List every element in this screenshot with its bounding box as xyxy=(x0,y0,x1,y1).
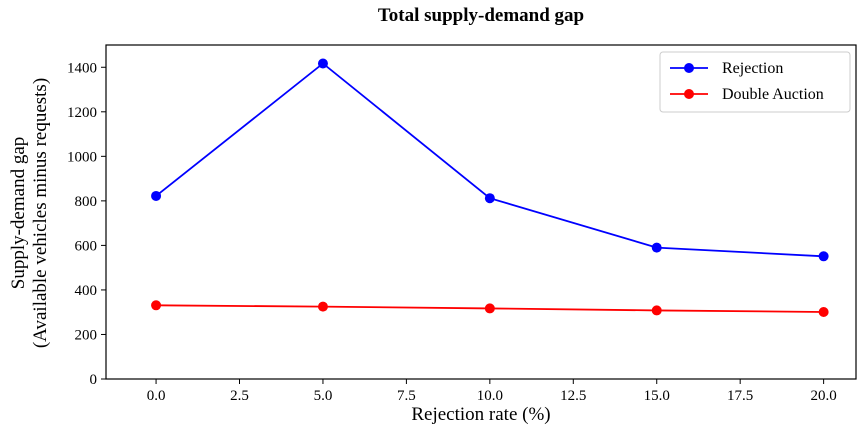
x-tick-label: 2.5 xyxy=(230,388,249,404)
x-tick-label: 15.0 xyxy=(644,388,670,404)
data-point xyxy=(818,306,829,317)
y-tick-label: 1200 xyxy=(67,105,97,121)
y-tick-label: 0 xyxy=(90,372,98,388)
data-point xyxy=(317,301,328,312)
y-tick-label: 1400 xyxy=(67,60,97,76)
x-tick-label: 7.5 xyxy=(397,388,416,404)
y-tick-label: 400 xyxy=(75,283,98,299)
y-axis: 0 200 400 600 800 1000 1200 1400 xyxy=(67,60,106,388)
y-axis-label-line-2: (Available vehicles minus requests) xyxy=(30,78,51,348)
data-point xyxy=(818,251,829,262)
x-axis-label: Rejection rate (%) xyxy=(411,404,550,425)
x-axis: 0.0 2.5 5.0 7.5 10.0 12.5 15.0 17.5 20.0 xyxy=(147,379,837,404)
legend-box xyxy=(659,51,851,113)
legend-marker xyxy=(684,63,694,73)
data-point xyxy=(651,305,662,316)
y-axis-label-line-1: Supply-demand gap xyxy=(8,137,29,290)
y-tick-label: 600 xyxy=(75,238,98,254)
chart-title: Total supply-demand gap xyxy=(378,5,584,26)
data-point xyxy=(484,193,495,204)
y-axis-label: Supply-demand gap (Available vehicles mi… xyxy=(8,78,51,348)
x-tick-label: 20.0 xyxy=(810,388,836,404)
y-tick-label: 800 xyxy=(75,194,98,210)
data-point xyxy=(317,58,328,69)
y-tick-label: 200 xyxy=(75,327,98,343)
x-tick-label: 0.0 xyxy=(147,388,166,404)
data-point xyxy=(484,303,495,314)
legend-label: Double Auction xyxy=(722,86,824,103)
data-point xyxy=(651,242,662,253)
x-tick-label: 12.5 xyxy=(560,388,586,404)
x-tick-label: 17.5 xyxy=(727,388,753,404)
plot-area xyxy=(151,58,829,317)
legend: Rejection Double Auction xyxy=(659,51,851,113)
y-tick-label: 1000 xyxy=(67,149,97,165)
legend-label: Rejection xyxy=(722,60,783,77)
axes-frame xyxy=(105,44,857,380)
data-point xyxy=(151,300,162,311)
x-tick-label: 5.0 xyxy=(314,388,333,404)
legend-marker xyxy=(684,89,694,99)
x-tick-label: 10.0 xyxy=(477,388,503,404)
data-point xyxy=(151,190,162,201)
